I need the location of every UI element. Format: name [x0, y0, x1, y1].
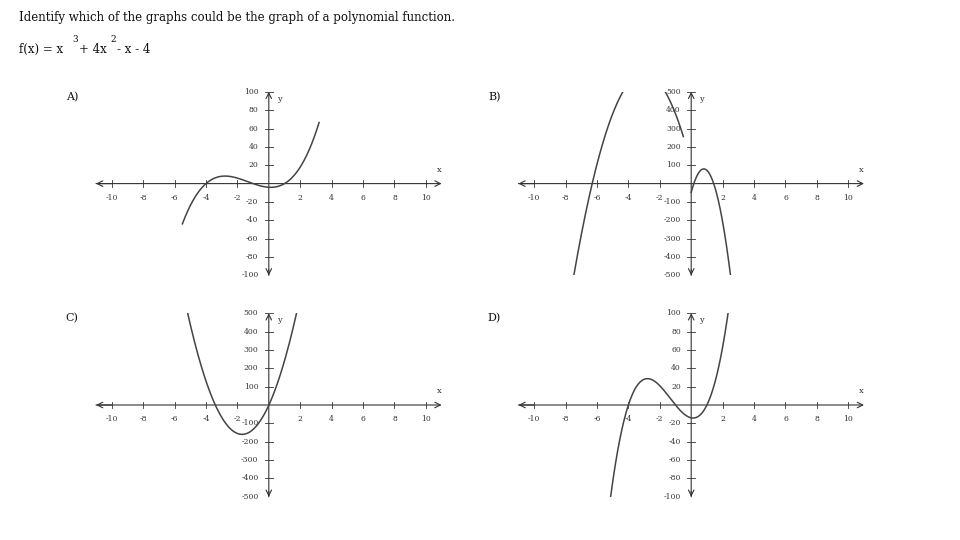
Text: 60: 60	[249, 125, 258, 132]
Text: 60: 60	[671, 346, 681, 354]
Text: f(x) = x: f(x) = x	[19, 43, 63, 56]
Text: -100: -100	[663, 493, 681, 501]
Text: -2: -2	[656, 415, 663, 423]
Text: -200: -200	[663, 217, 681, 224]
Text: y: y	[700, 316, 705, 324]
Text: 8: 8	[392, 193, 396, 201]
Text: -6: -6	[593, 415, 601, 423]
Text: 500: 500	[244, 309, 258, 317]
Text: -8: -8	[562, 415, 569, 423]
Text: 10: 10	[421, 415, 431, 423]
Text: B): B)	[489, 92, 501, 102]
Text: -300: -300	[663, 235, 681, 242]
Text: -10: -10	[528, 193, 540, 201]
Text: 10: 10	[844, 415, 853, 423]
Text: x: x	[859, 166, 864, 174]
Text: 500: 500	[666, 88, 681, 96]
Text: 80: 80	[671, 328, 681, 335]
Text: 4: 4	[752, 415, 756, 423]
Text: -60: -60	[246, 235, 258, 242]
Text: 2: 2	[110, 35, 116, 44]
Text: 3: 3	[72, 35, 78, 44]
Text: 2: 2	[720, 193, 725, 201]
Text: -6: -6	[171, 193, 179, 201]
Text: 6: 6	[361, 193, 366, 201]
Text: 4: 4	[752, 193, 756, 201]
Text: y: y	[277, 316, 282, 324]
Text: 20: 20	[671, 383, 681, 390]
Text: 4: 4	[329, 193, 334, 201]
Text: 300: 300	[244, 346, 258, 354]
Text: 200: 200	[666, 143, 681, 151]
Text: -100: -100	[663, 198, 681, 206]
Text: y: y	[277, 94, 282, 103]
Text: -80: -80	[668, 475, 681, 482]
Text: 200: 200	[244, 364, 258, 372]
Text: 8: 8	[814, 415, 819, 423]
Text: 10: 10	[844, 193, 853, 201]
Text: Identify which of the graphs could be the graph of a polynomial function.: Identify which of the graphs could be th…	[19, 11, 455, 24]
Text: -20: -20	[246, 198, 258, 206]
Text: -40: -40	[668, 438, 681, 446]
Text: -4: -4	[203, 415, 209, 423]
Text: 2: 2	[298, 193, 302, 201]
Text: -400: -400	[241, 475, 258, 482]
Text: -10: -10	[106, 415, 118, 423]
Text: 40: 40	[671, 364, 681, 372]
Text: 20: 20	[249, 161, 258, 169]
Text: 6: 6	[783, 193, 788, 201]
Text: 80: 80	[249, 106, 258, 114]
Text: -8: -8	[139, 415, 147, 423]
Text: x: x	[437, 387, 442, 395]
Text: -60: -60	[668, 456, 681, 464]
Text: 100: 100	[666, 309, 681, 317]
Text: -10: -10	[528, 415, 540, 423]
Text: x: x	[437, 166, 442, 174]
Text: -2: -2	[656, 193, 663, 201]
Text: -80: -80	[246, 253, 258, 261]
Text: -40: -40	[246, 217, 258, 224]
Text: -4: -4	[625, 415, 632, 423]
Text: -100: -100	[241, 420, 258, 427]
Text: 300: 300	[666, 125, 681, 132]
Text: -400: -400	[663, 253, 681, 261]
Text: C): C)	[66, 313, 79, 323]
Text: -500: -500	[663, 272, 681, 279]
Text: -500: -500	[241, 493, 258, 501]
Text: - x - 4: - x - 4	[117, 43, 151, 56]
Text: A): A)	[66, 92, 79, 102]
Text: 100: 100	[244, 88, 258, 96]
Text: -2: -2	[233, 193, 241, 201]
Text: -10: -10	[106, 193, 118, 201]
Text: -4: -4	[625, 193, 632, 201]
Text: 400: 400	[244, 328, 258, 335]
Text: 6: 6	[783, 415, 788, 423]
Text: -300: -300	[241, 456, 258, 464]
Text: 100: 100	[666, 161, 681, 169]
Text: 6: 6	[361, 415, 366, 423]
Text: -6: -6	[593, 193, 601, 201]
Text: -200: -200	[241, 438, 258, 446]
Text: 8: 8	[392, 415, 396, 423]
Text: -20: -20	[668, 420, 681, 427]
Text: y: y	[700, 94, 705, 103]
Text: -100: -100	[241, 272, 258, 279]
Text: -6: -6	[171, 415, 179, 423]
Text: 100: 100	[244, 383, 258, 390]
Text: 2: 2	[720, 415, 725, 423]
Text: -4: -4	[203, 193, 209, 201]
Text: D): D)	[488, 313, 501, 323]
Text: + 4x: + 4x	[79, 43, 107, 56]
Text: 10: 10	[421, 193, 431, 201]
Text: 2: 2	[298, 415, 302, 423]
Text: x: x	[859, 387, 864, 395]
Text: 40: 40	[249, 143, 258, 151]
Text: 8: 8	[814, 193, 819, 201]
Text: -2: -2	[233, 415, 241, 423]
Text: 400: 400	[666, 106, 681, 114]
Text: -8: -8	[139, 193, 147, 201]
Text: 4: 4	[329, 415, 334, 423]
Text: -8: -8	[562, 193, 569, 201]
